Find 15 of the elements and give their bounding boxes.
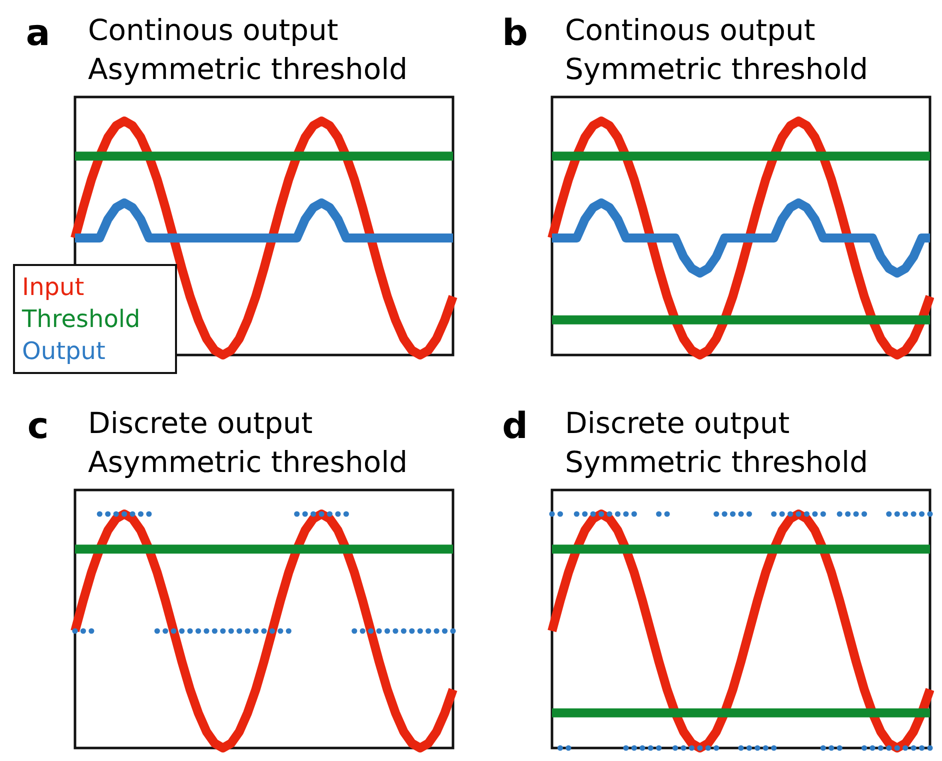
text: c — [27, 406, 49, 447]
text: d — [502, 406, 528, 447]
text: Output — [22, 337, 106, 365]
chart-title: Continous output — [565, 13, 816, 47]
chart-subtitle: Asymmetric threshold — [88, 445, 408, 479]
chart-title: Discrete output — [565, 406, 790, 440]
chart-title: Continous output — [88, 13, 338, 47]
chart-subtitle: Symmetric threshold — [565, 445, 868, 479]
chart-title: Discrete output — [88, 406, 313, 440]
text: Threshold — [21, 305, 140, 333]
series-label: Input — [22, 273, 84, 301]
chart-subtitle: Symmetric threshold — [565, 52, 868, 86]
chart-subtitle: Asymmetric threshold — [88, 52, 408, 86]
text: b — [502, 13, 528, 54]
text: a — [26, 13, 50, 54]
